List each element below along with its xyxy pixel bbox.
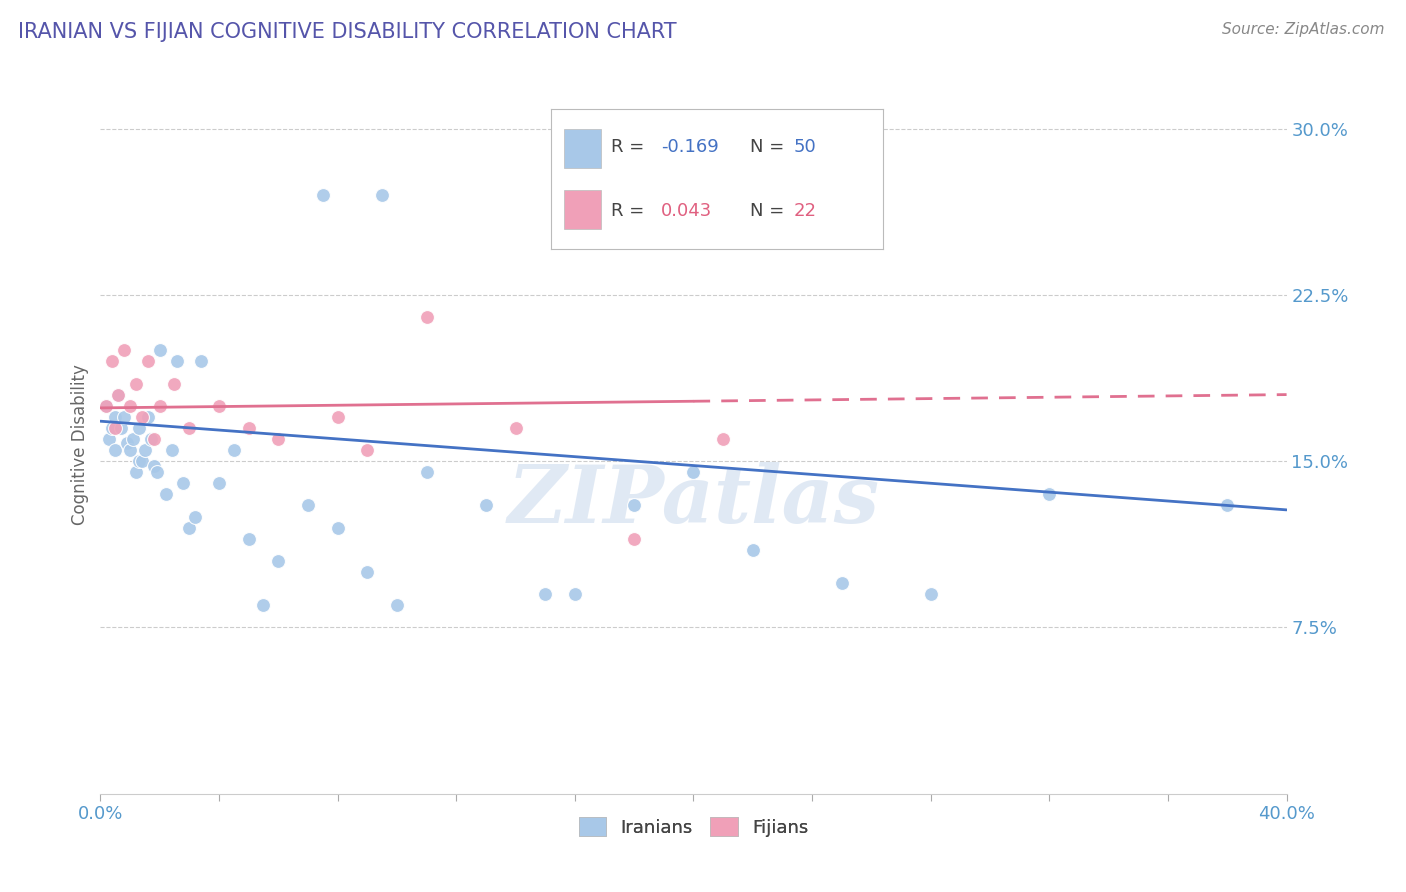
Point: [190, 354, 212, 368]
Point: [920, 587, 942, 601]
Point: [415, 310, 437, 324]
Point: [101, 421, 124, 435]
Point: [104, 421, 127, 435]
Point: [623, 532, 645, 546]
Point: [104, 443, 127, 458]
Point: [356, 565, 378, 579]
Point: [96, 399, 118, 413]
Point: [131, 454, 153, 468]
Point: [475, 499, 498, 513]
Point: [267, 554, 290, 568]
Point: [297, 499, 319, 513]
Point: [184, 509, 207, 524]
Point: [238, 532, 260, 546]
Point: [222, 443, 245, 458]
Point: [312, 188, 335, 202]
Point: [172, 476, 194, 491]
Point: [98, 432, 121, 446]
Point: [118, 443, 141, 458]
Point: [142, 432, 165, 446]
Point: [385, 598, 408, 612]
Point: [252, 598, 274, 612]
Point: [104, 409, 127, 424]
Point: [711, 432, 734, 446]
Point: [166, 354, 188, 368]
Point: [179, 521, 201, 535]
Point: [136, 354, 159, 368]
Point: [1038, 487, 1060, 501]
Point: [136, 409, 159, 424]
Point: [564, 587, 586, 601]
Point: [96, 399, 118, 413]
Point: [134, 443, 156, 458]
Point: [149, 399, 172, 413]
Point: [371, 188, 394, 202]
Point: [208, 476, 231, 491]
Point: [107, 387, 129, 401]
Point: [125, 376, 148, 391]
Point: [125, 465, 148, 479]
Point: [831, 576, 853, 591]
Point: [682, 465, 704, 479]
Point: [128, 454, 150, 468]
Point: [326, 521, 349, 535]
Point: [149, 343, 172, 358]
Point: [623, 499, 645, 513]
Point: [155, 487, 177, 501]
Point: [128, 421, 150, 435]
Text: ZIPatlas: ZIPatlas: [508, 461, 880, 539]
Point: [142, 458, 165, 473]
Point: [208, 399, 231, 413]
Point: [356, 443, 378, 458]
Point: [160, 443, 183, 458]
Point: [139, 432, 162, 446]
Point: [110, 421, 132, 435]
Point: [238, 421, 260, 435]
Point: [1216, 499, 1239, 513]
Legend: Iranians, Fijians: Iranians, Fijians: [571, 810, 815, 844]
Y-axis label: Cognitive Disability: Cognitive Disability: [72, 364, 89, 524]
Point: [179, 421, 201, 435]
Point: [122, 432, 145, 446]
Point: [326, 409, 349, 424]
Point: [131, 409, 153, 424]
Point: [534, 587, 557, 601]
Point: [145, 465, 167, 479]
Point: [107, 387, 129, 401]
Point: [741, 542, 763, 557]
Point: [267, 432, 290, 446]
Point: [112, 343, 135, 358]
Point: [163, 376, 186, 391]
Point: [415, 465, 437, 479]
Point: [112, 409, 135, 424]
Text: IRANIAN VS FIJIAN COGNITIVE DISABILITY CORRELATION CHART: IRANIAN VS FIJIAN COGNITIVE DISABILITY C…: [18, 22, 676, 42]
Point: [101, 354, 124, 368]
Point: [118, 399, 141, 413]
Point: [505, 421, 527, 435]
Point: [115, 436, 138, 450]
Text: Source: ZipAtlas.com: Source: ZipAtlas.com: [1222, 22, 1385, 37]
